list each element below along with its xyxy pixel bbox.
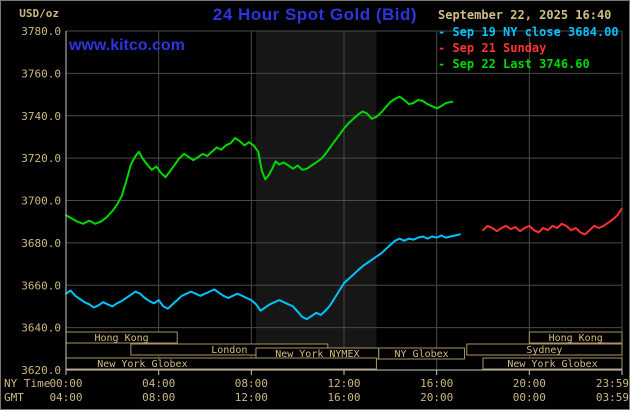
x-tick-label-gmt: 00:00 (513, 391, 546, 404)
x-tick-label-ny: 08:00 (235, 377, 268, 390)
y-tick-label: 3720.0 (21, 152, 61, 165)
x-tick-label-ny: 12:00 (327, 377, 360, 390)
market-session-box (482, 357, 623, 370)
market-session-label: Hong Kong (549, 333, 603, 344)
x-tick-label-ny: 23:59 (596, 377, 629, 390)
y-tick-label: 3660.0 (21, 279, 61, 292)
market-session-label: Hong Kong (95, 333, 149, 344)
x-tick-label-ny: 04:00 (142, 377, 175, 390)
y-tick-label: 3780.0 (21, 25, 61, 38)
y-tick-label: 3760.0 (21, 67, 61, 80)
x-tick-label-ny: 16:00 (420, 377, 453, 390)
market-session-label: NY Globex (395, 349, 449, 360)
kitco-watermark-link[interactable]: www.kitco.com (69, 37, 185, 54)
x-tick-label-gmt: 20:00 (420, 391, 453, 404)
market-session-box (466, 343, 623, 356)
x-tick-label-gmt: 12:00 (235, 391, 268, 404)
y-tick-label: 3640.0 (21, 322, 61, 335)
market-session-label: New York Globex (97, 359, 187, 370)
legend-item: - Sep 21 Sunday (438, 41, 547, 55)
legend: - Sep 19 NY close 3684.00 - Sep 21 Sunday… (438, 24, 619, 72)
y-tick-label: 3740.0 (21, 110, 61, 123)
y-axis-unit-label: USD/oz (19, 7, 59, 20)
y-tick-label: 3680.0 (21, 237, 61, 250)
legend-item: - Sep 19 NY close 3684.00 (438, 25, 619, 39)
price-line-sep-22-last (65, 95, 454, 225)
market-session-label: New York Globex (507, 359, 597, 370)
y-tick-label: 3700.0 (21, 195, 61, 208)
market-session-label: New York NYMEX (275, 349, 359, 360)
gmt-axis-label: GMT (4, 391, 24, 404)
market-session-box (528, 331, 623, 344)
x-tick-label-ny: 00:00 (49, 377, 82, 390)
price-line-sep-21-sunday (482, 208, 623, 236)
price-line-sep-19-ny-close (65, 233, 461, 321)
x-tick-label-gmt: 04:00 (49, 391, 82, 404)
legend-item: - Sep 22 Last 3746.60 (438, 57, 590, 71)
y-tick-label: 3620.0 (21, 364, 61, 377)
x-tick-label-gmt: 03:59 (596, 391, 629, 404)
ny-time-axis-label: NY Time (4, 377, 51, 390)
x-tick-label-gmt: 08:00 (142, 391, 175, 404)
market-session-label: London (211, 345, 247, 356)
page-title: 24 Hour Spot Gold (Bid) (212, 5, 418, 24)
x-tick-label-gmt: 16:00 (327, 391, 360, 404)
x-tick-label-ny: 20:00 (513, 377, 546, 390)
chart-datetime: September 22, 2025 16:40 (438, 8, 612, 22)
market-session-label: Sydney (526, 345, 562, 356)
market-session-box (378, 347, 465, 360)
